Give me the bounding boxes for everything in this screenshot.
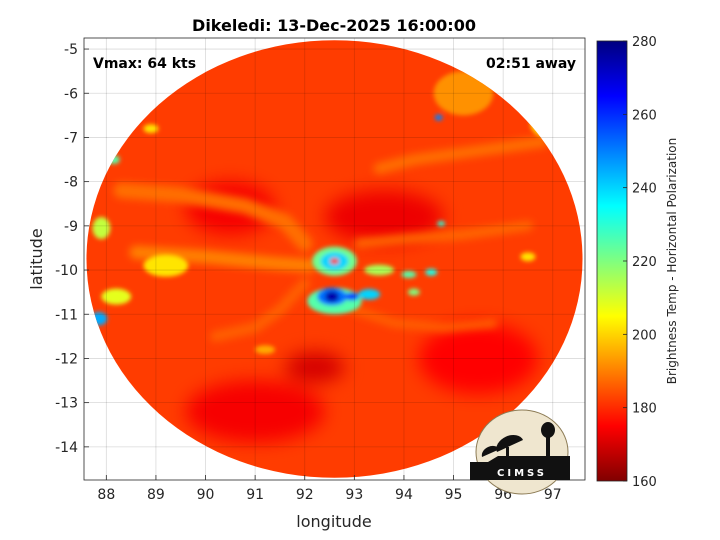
x-axis-label: longitude [296, 512, 371, 531]
rainband-arc-5 [373, 136, 549, 174]
vmax-annotation: Vmax: 64 kts [93, 56, 196, 72]
y-tick-label--11: -11 [55, 307, 78, 323]
x-tick-label-92: 92 [296, 487, 314, 503]
x-tick-label-89: 89 [147, 487, 165, 503]
feature-cell-11 [407, 288, 420, 296]
cb-tick-label-280: 280 [632, 35, 657, 50]
feature-cell-9 [401, 270, 417, 279]
logo-tower-icon [546, 436, 550, 464]
feature-eye-2 [330, 258, 339, 265]
x-tick-label-91: 91 [246, 487, 264, 503]
feature-cell-20 [433, 71, 494, 116]
feature-cell-7 [358, 289, 381, 300]
x-tick-label-95: 95 [445, 487, 463, 503]
feature-cold-patch-25 [324, 190, 444, 244]
cb-tick-label-200: 200 [632, 328, 657, 343]
y-tick-label--10: -10 [55, 263, 78, 279]
y-axis: -5 -6 -7 -8 -9 -10 -11 -12 -13 -14 [55, 42, 89, 456]
x-tick-label-97: 97 [544, 487, 562, 503]
cb-tick-label-180: 180 [632, 402, 657, 417]
y-tick-label--5: -5 [64, 42, 78, 58]
rainband-arc-2 [354, 220, 533, 249]
y-tick-label--9: -9 [64, 219, 78, 235]
feature-cell-17 [92, 217, 111, 240]
x-axis: 88 89 90 91 92 93 94 95 96 97 [97, 475, 562, 503]
cb-tick-label-160: 160 [632, 475, 657, 490]
colorbar-label: Brightness Temp - Horizontal Polarizatio… [665, 138, 679, 385]
logo-tank [541, 422, 555, 438]
feature-core-5 [325, 291, 339, 302]
feature-cell-23 [255, 345, 275, 355]
feature-cold-patch-27 [418, 323, 538, 394]
feature-cold-patch-28 [185, 380, 325, 443]
logo-text: CIMSS [497, 468, 547, 479]
logo-dish-stand [506, 447, 509, 461]
x-tick-label-93: 93 [345, 487, 363, 503]
colorbar [596, 40, 628, 482]
y-tick-label--6: -6 [64, 86, 78, 102]
feature-cold-patch-24 [284, 351, 345, 383]
feature-cell-10 [425, 268, 438, 276]
logo-building [470, 456, 570, 480]
brightness-temperature-image [86, 40, 583, 478]
feature-cell-16 [101, 288, 132, 305]
y-tick-label--13: -13 [55, 396, 78, 412]
y-axis-label: latitude [27, 228, 46, 289]
logo-dish-icon [496, 434, 523, 452]
grid-lines [84, 38, 585, 480]
chart-title: Dikeledi: 13-Dec-2025 16:00:00 [192, 16, 476, 35]
feature-cell-8 [364, 264, 395, 276]
feature-cell-21 [520, 252, 536, 262]
time-offset-annotation: 02:51 away [486, 56, 576, 72]
cb-tick-label-220: 220 [632, 255, 657, 270]
x-tick-label-88: 88 [97, 487, 115, 503]
x-tick-label-94: 94 [395, 487, 413, 503]
colorbar-ticks: 160 180 200 220 240 260 280 [623, 35, 657, 490]
y-tick-label--7: -7 [64, 130, 78, 146]
rainband-arc-3 [209, 277, 311, 342]
y-tick-label--14: -14 [55, 440, 78, 456]
rainband-arc-0 [113, 182, 313, 252]
y-tick-label--12: -12 [55, 351, 78, 367]
logo-dish2-icon [481, 445, 500, 457]
rainband-arc-4 [349, 305, 498, 332]
cb-tick-label-240: 240 [632, 182, 657, 197]
feature-cell-6 [344, 292, 359, 301]
feature-cell-13 [437, 220, 446, 227]
feature-cell-22 [143, 124, 159, 134]
feature-cell-18 [143, 254, 189, 277]
rainband-arc-1 [129, 245, 317, 273]
x-tick-label-90: 90 [197, 487, 215, 503]
feature-cell-12 [434, 114, 443, 121]
axes-box [83, 37, 586, 481]
cimss-logo: CIMSS [470, 409, 570, 495]
cb-tick-label-260: 260 [632, 108, 657, 123]
y-tick-label--8: -8 [64, 175, 78, 191]
